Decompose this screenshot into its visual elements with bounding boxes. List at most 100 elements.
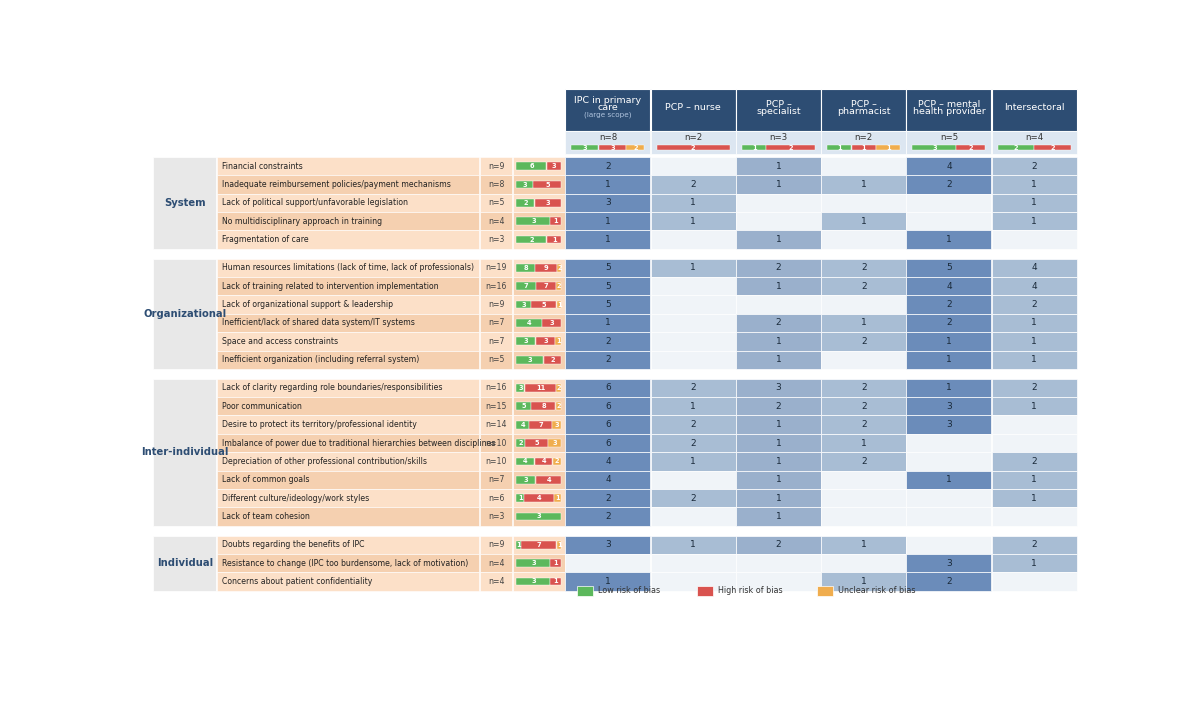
Text: n=6: n=6 [488, 493, 505, 503]
Bar [480, 573, 512, 591]
Text: n=8: n=8 [599, 133, 617, 142]
Bar [536, 476, 562, 484]
Bar [565, 175, 650, 193]
Text: 3: 3 [544, 338, 548, 345]
Text: 7: 7 [536, 542, 541, 548]
Text: n=9: n=9 [488, 300, 505, 309]
Text: 5: 5 [522, 403, 526, 409]
Text: 1: 1 [553, 560, 558, 566]
Text: 2: 2 [605, 355, 611, 364]
Text: 2: 2 [518, 440, 523, 446]
Text: 1: 1 [775, 457, 781, 466]
Bar [991, 193, 1076, 212]
Bar [906, 258, 991, 277]
Text: Inefficient organization (including referral system): Inefficient organization (including refe… [222, 355, 419, 364]
Bar [536, 337, 554, 345]
Text: 2: 2 [557, 265, 562, 271]
Bar [991, 131, 1076, 154]
Bar [565, 258, 650, 277]
Bar [217, 573, 479, 591]
Bar [512, 489, 565, 508]
Text: n=16: n=16 [486, 282, 508, 291]
Bar [512, 175, 565, 193]
Text: 2: 2 [690, 438, 696, 448]
Bar [736, 212, 821, 230]
Text: 1: 1 [860, 217, 866, 226]
Bar [516, 337, 535, 345]
Bar [551, 217, 562, 225]
Text: 1: 1 [862, 145, 866, 150]
Bar [821, 193, 906, 212]
Bar [571, 145, 599, 150]
Bar [534, 457, 552, 465]
Bar [876, 145, 900, 150]
Bar [991, 397, 1076, 415]
Bar [817, 585, 833, 596]
Text: 4: 4 [527, 320, 532, 326]
Bar [906, 397, 991, 415]
Text: n=3: n=3 [769, 133, 787, 142]
Text: n=14: n=14 [486, 420, 508, 429]
Text: n=5: n=5 [488, 198, 505, 208]
Bar [480, 397, 512, 415]
Text: PCP –: PCP – [766, 100, 792, 109]
Text: Resistance to change (IPC too burdensome, lack of motivation): Resistance to change (IPC too burdensome… [222, 558, 468, 568]
Bar [736, 258, 821, 277]
Text: 2: 2 [947, 577, 952, 586]
Text: 1: 1 [553, 578, 558, 585]
Bar [217, 433, 479, 453]
Bar [650, 332, 736, 350]
Text: 3: 3 [550, 320, 554, 326]
Text: 11: 11 [536, 385, 545, 391]
Bar [512, 453, 565, 471]
Text: 2: 2 [1050, 145, 1055, 150]
Bar [821, 230, 906, 249]
Text: 1: 1 [690, 402, 696, 411]
Text: 6: 6 [605, 402, 611, 411]
Bar [906, 378, 991, 397]
Text: n=5: n=5 [940, 133, 958, 142]
Bar [217, 554, 479, 573]
Text: 3: 3 [532, 218, 535, 225]
Bar [217, 453, 479, 471]
Bar [736, 397, 821, 415]
Bar [512, 350, 565, 369]
Bar [524, 494, 553, 502]
Bar [956, 145, 985, 150]
Text: n=7: n=7 [488, 318, 505, 328]
Text: 3: 3 [522, 301, 527, 308]
Bar [512, 397, 565, 415]
Text: 1: 1 [860, 180, 866, 189]
Text: Lack of political support/unfavorable legislation: Lack of political support/unfavorable le… [222, 198, 408, 208]
Bar [217, 212, 479, 230]
Text: 2: 2 [691, 145, 696, 150]
Text: 2: 2 [775, 540, 781, 549]
Text: Inter-individual: Inter-individual [142, 447, 228, 457]
Text: n=3: n=3 [488, 512, 505, 521]
Bar [217, 277, 479, 295]
Text: 2: 2 [605, 512, 611, 521]
Text: 2: 2 [1032, 162, 1037, 171]
Text: 2: 2 [860, 457, 866, 466]
Bar [821, 554, 906, 573]
Bar [217, 415, 479, 433]
Text: Depreciation of other professional contribution/skills: Depreciation of other professional contr… [222, 457, 427, 466]
Bar [991, 350, 1076, 369]
Bar [991, 313, 1076, 332]
Bar [535, 264, 557, 272]
Text: 2: 2 [557, 385, 562, 391]
Text: 1: 1 [775, 475, 781, 484]
Bar [480, 453, 512, 471]
Bar [217, 350, 479, 369]
Bar [565, 433, 650, 453]
Bar [480, 508, 512, 526]
Bar [736, 90, 821, 131]
Text: 4: 4 [1032, 263, 1037, 273]
Bar [516, 356, 544, 364]
Bar [480, 277, 512, 295]
Bar [991, 258, 1076, 277]
Text: n=10: n=10 [486, 457, 508, 466]
Text: 1: 1 [1032, 180, 1037, 189]
Text: Fragmentation of care: Fragmentation of care [222, 235, 308, 244]
Bar [522, 541, 557, 549]
